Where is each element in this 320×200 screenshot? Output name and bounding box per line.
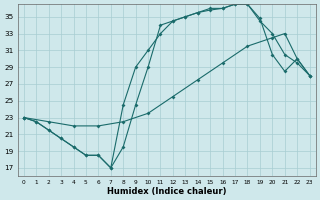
X-axis label: Humidex (Indice chaleur): Humidex (Indice chaleur) [107, 187, 227, 196]
